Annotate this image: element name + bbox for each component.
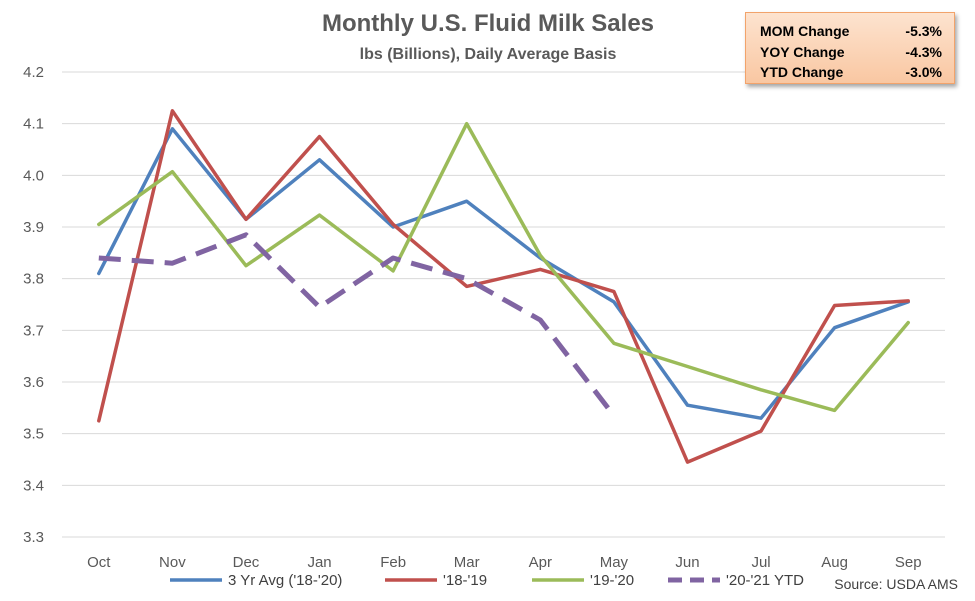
x-axis-ticks: Oct Nov Dec Jan Feb Mar Apr May Jun Jul Aug Sep (87, 554, 921, 571)
chart-title: Monthly U.S. Fluid Milk Sales (322, 10, 654, 37)
stat-label: YTD Change (760, 64, 844, 80)
stat-label: MOM Change (760, 23, 850, 39)
stat-row-mom: MOM Change -5.3% (760, 21, 942, 42)
x-tick-label: Jul (751, 554, 770, 571)
legend-label: '20-'21 YTD (726, 572, 804, 589)
x-tick-label: Jan (307, 554, 331, 571)
stat-label: YOY Change (760, 43, 845, 60)
legend-label: '18-'19 (443, 572, 487, 589)
series-line-1 (97, 127, 910, 420)
stat-value: -5.3% (905, 23, 942, 39)
y-tick-label: 3.7 (23, 322, 44, 339)
x-tick-label: Apr (529, 554, 552, 571)
chart-subtitle: lbs (Billions), Daily Average Basis (360, 46, 617, 63)
series-line-3 (97, 121, 910, 413)
x-tick-label: Nov (159, 554, 186, 571)
change-stats-box: MOM Change -5.3% YOY Change -4.3% YTD Ch… (745, 12, 955, 84)
y-axis-ticks: 3.3 3.4 3.5 3.6 3.7 3.8 3.9 4.0 4.1 4.2 (23, 64, 44, 546)
source-note: Source: USDA AMS (834, 576, 958, 592)
stat-row-yoy: YOY Change -4.3% (760, 42, 942, 63)
x-tick-label: Mar (454, 554, 480, 571)
y-tick-label: 4.1 (23, 116, 44, 133)
y-tick-label: 4.0 (23, 167, 44, 184)
y-tick-label: 3.3 (23, 529, 44, 546)
legend-label: 3 Yr Avg ('18-'20) (228, 572, 342, 589)
y-tick-label: 4.2 (23, 64, 44, 81)
series-lines (97, 109, 910, 464)
series-line-4 (98, 232, 616, 418)
x-tick-label: Sep (895, 554, 922, 571)
x-tick-label: Dec (233, 554, 260, 571)
series-line-2 (97, 109, 910, 464)
stat-value: -4.3% (905, 43, 942, 60)
x-tick-label: May (600, 554, 629, 571)
x-tick-label: Feb (380, 554, 406, 571)
legend: 3 Yr Avg ('18-'20) '18-'19 '19-'20 '20-'21 … (170, 572, 804, 589)
legend-label: '19-'20 (590, 572, 634, 589)
x-tick-label: Jun (675, 554, 699, 571)
x-tick-label: Aug (821, 554, 848, 571)
stat-value: -3.0% (905, 64, 942, 80)
y-tick-label: 3.9 (23, 219, 44, 236)
y-tick-label: 3.4 (23, 477, 44, 494)
stat-row-ytd: YTD Change -3.0% (760, 62, 942, 83)
x-tick-label: Oct (87, 554, 111, 571)
y-tick-label: 3.8 (23, 271, 44, 288)
y-tick-label: 3.6 (23, 374, 44, 391)
y-tick-label: 3.5 (23, 426, 44, 443)
